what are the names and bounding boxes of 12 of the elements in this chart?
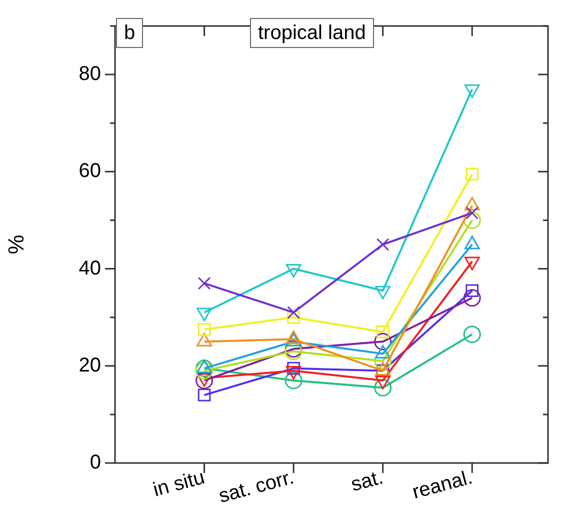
x-tick-label: sat. bbox=[348, 466, 386, 496]
annotation: b bbox=[116, 18, 144, 48]
y-axis-title: % bbox=[3, 234, 28, 254]
y-tick-label: 40 bbox=[78, 257, 101, 280]
y-tick-label: 0 bbox=[90, 452, 101, 474]
annotation: tropical land bbox=[250, 18, 374, 48]
y-tick-label: 80 bbox=[78, 63, 101, 86]
y-tick-label: 60 bbox=[78, 160, 101, 182]
x-tick-label: in situ bbox=[150, 466, 207, 502]
x-tick-label: reanal. bbox=[410, 466, 475, 504]
y-tick-label: 20 bbox=[78, 354, 101, 376]
x-tick-label: sat. corr. bbox=[216, 466, 296, 508]
